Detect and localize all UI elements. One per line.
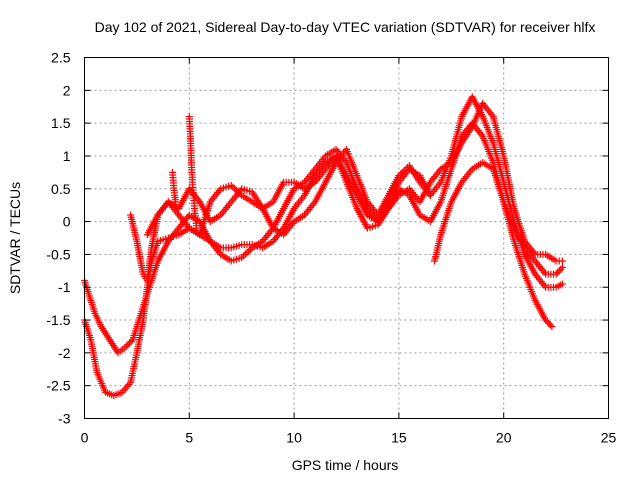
data-point <box>554 268 562 276</box>
x-tick-label: 0 <box>81 430 89 446</box>
y-tick-label: 2.5 <box>51 50 71 66</box>
x-tick-label: 25 <box>601 430 617 446</box>
y-tick-label: 0 <box>63 214 71 230</box>
y-tick-label: -0.5 <box>46 246 70 262</box>
data-point <box>557 265 565 273</box>
y-tick-label: -2 <box>58 345 71 361</box>
data-point <box>558 280 566 288</box>
data-point <box>245 247 253 255</box>
data-point <box>542 316 550 324</box>
y-tick-label: -3 <box>58 411 71 427</box>
data-point <box>426 191 434 199</box>
data-points <box>81 93 566 400</box>
y-axis-label: SDTVAR / TECUs <box>7 182 23 294</box>
data-point <box>122 342 130 350</box>
y-tick-label: -1.5 <box>46 312 70 328</box>
y-tick-label: 2 <box>63 82 71 98</box>
data-point <box>241 250 249 258</box>
data-point <box>543 318 551 326</box>
y-tick-labels: -3 -2.5 -2 -1.5 -1 -0.5 0 0.5 1 1.5 2 2.5 <box>46 50 70 427</box>
data-point <box>555 267 563 275</box>
data-point <box>243 249 251 257</box>
data-point <box>546 321 554 329</box>
data-point <box>558 257 566 265</box>
data-point <box>127 337 135 345</box>
x-tick-label: 5 <box>185 430 193 446</box>
data-point <box>126 339 134 347</box>
y-tick-label: -1 <box>58 279 71 295</box>
data-point <box>124 341 132 349</box>
data-point <box>172 198 180 206</box>
data-point <box>558 264 566 272</box>
y-tick-label: 0.5 <box>51 181 71 197</box>
y-tick-label: 1.5 <box>51 115 71 131</box>
x-axis-label: GPS time / hours <box>292 457 399 473</box>
chart-title: Day 102 of 2021, Sidereal Day-to-day VTE… <box>95 19 596 35</box>
y-tick-label: -2.5 <box>46 378 70 394</box>
x-tick-label: 10 <box>286 430 302 446</box>
axis-ticks <box>84 57 609 419</box>
data-point <box>229 183 237 191</box>
data-point <box>552 270 560 278</box>
y-tick-label: 1 <box>63 148 71 164</box>
data-point <box>193 224 201 232</box>
data-point <box>545 319 553 327</box>
plot-frame <box>84 57 609 419</box>
data-point <box>548 323 556 331</box>
x-tick-labels: 0 5 10 15 20 25 <box>81 430 617 446</box>
x-tick-label: 15 <box>391 430 407 446</box>
x-tick-label: 20 <box>496 430 512 446</box>
